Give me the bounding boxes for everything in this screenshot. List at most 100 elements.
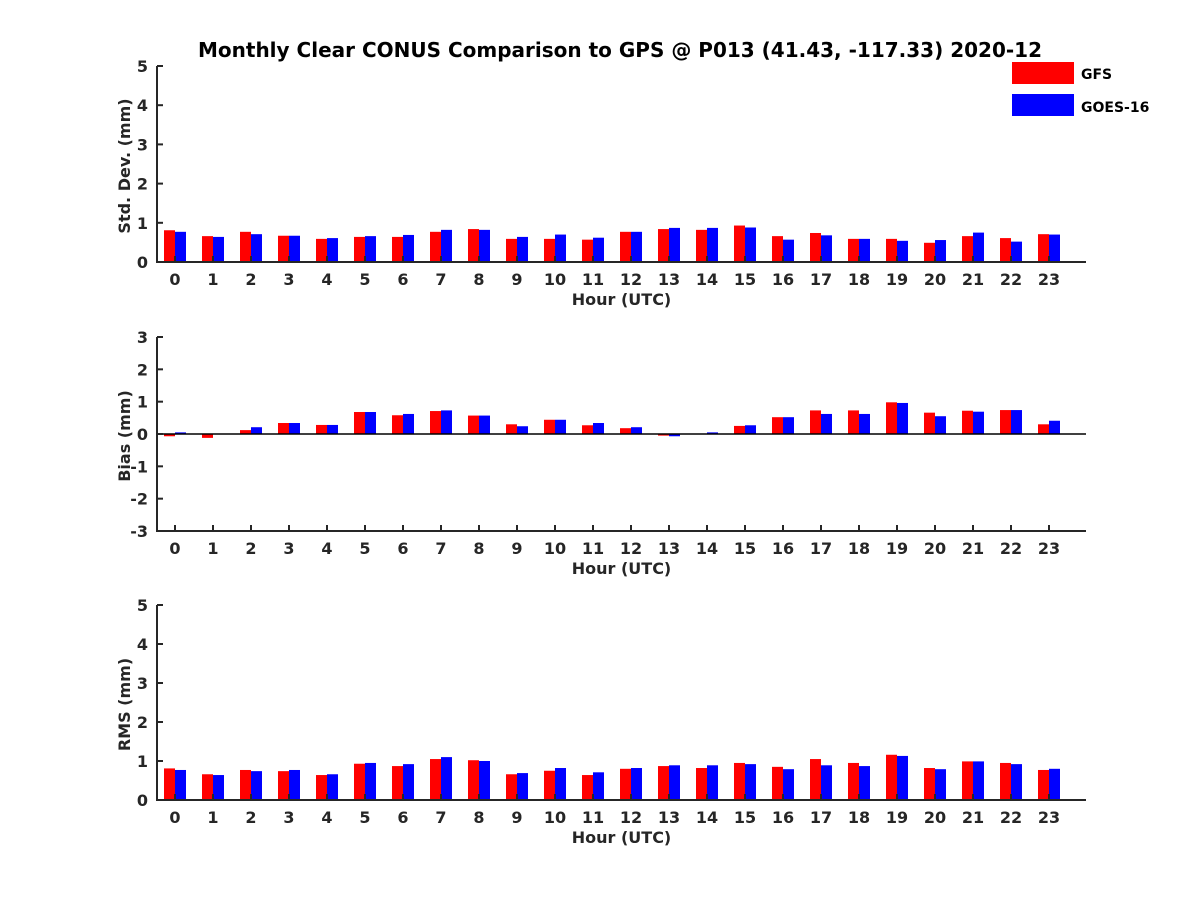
std-dev-xtick-label: 5: [359, 270, 370, 289]
std-dev-xtick-label: 23: [1038, 270, 1060, 289]
bias-bar-gfs-8: [468, 415, 479, 434]
bias-bar-gfs-10: [544, 419, 555, 434]
bias-bar-goes16-17: [821, 413, 832, 434]
std-dev-bar-gfs-23: [1038, 234, 1049, 262]
bias-ytick-label: 0: [137, 425, 148, 444]
bias-bar-gfs-15: [734, 425, 745, 434]
std-dev-bar-gfs-2: [240, 231, 251, 262]
bias-xtick-label: 2: [245, 539, 256, 558]
bias-bar-goes16-23: [1049, 420, 1060, 434]
rms-xtick-label: 10: [544, 808, 566, 827]
rms-bar-gfs-9: [506, 774, 517, 800]
std-dev-bar-goes16-22: [1011, 241, 1022, 262]
rms-xtick-label: 14: [696, 808, 718, 827]
rms-xtick-label: 18: [848, 808, 870, 827]
std-dev-xtick-label: 2: [245, 270, 256, 289]
std-dev-bar-gfs-10: [544, 238, 555, 262]
std-dev-bar-gfs-14: [696, 229, 707, 262]
rms-bar-gfs-19: [886, 754, 897, 800]
std-dev-bar-goes16-2: [251, 234, 262, 262]
std-dev-bar-goes16-12: [631, 231, 642, 262]
std-dev-xtick-label: 13: [658, 270, 680, 289]
rms-bar-gfs-6: [392, 766, 403, 800]
bias-xtick-label: 18: [848, 539, 870, 558]
std-dev-bar-goes16-20: [935, 240, 946, 262]
std-dev-ytick-label: 3: [137, 135, 148, 154]
std-dev-bar-goes16-7: [441, 229, 452, 262]
rms-xtick-label: 22: [1000, 808, 1022, 827]
std-dev-bar-gfs-17: [810, 232, 821, 262]
rms-xtick-label: 21: [962, 808, 984, 827]
rms-xtick-label: 4: [321, 808, 332, 827]
bias-xtick-label: 3: [283, 539, 294, 558]
std-dev-bar-goes16-13: [669, 227, 680, 262]
bias-xtick-label: 8: [473, 539, 484, 558]
bias-bar-gfs-1: [202, 434, 213, 438]
rms-bar-goes16-8: [479, 761, 490, 800]
bias-xtick-label: 0: [169, 539, 180, 558]
std-dev-xtick-label: 6: [397, 270, 408, 289]
std-dev-xtick-label: 19: [886, 270, 908, 289]
rms-bar-gfs-16: [772, 766, 783, 800]
rms-bar-gfs-18: [848, 762, 859, 800]
std-dev-xtick-label: 7: [435, 270, 446, 289]
std-dev-xtick-label: 11: [582, 270, 604, 289]
rms-bar-goes16-13: [669, 765, 680, 800]
bias-xtick-label: 19: [886, 539, 908, 558]
std-dev-bar-goes16-8: [479, 229, 490, 262]
bias-bar-goes16-18: [859, 413, 870, 434]
bias-bar-gfs-7: [430, 411, 441, 434]
std-dev-bar-goes16-18: [859, 238, 870, 262]
std-dev-bar-gfs-1: [202, 236, 213, 262]
rms-xtick-label: 23: [1038, 808, 1060, 827]
bias-bar-gfs-0: [164, 434, 175, 437]
bias-xtick-label: 5: [359, 539, 370, 558]
bias-xtick-label: 17: [810, 539, 832, 558]
bias-xtick-label: 22: [1000, 539, 1022, 558]
rms-bar-goes16-0: [175, 769, 186, 800]
rms-xtick-label: 0: [169, 808, 180, 827]
rms-bar-gfs-1: [202, 774, 213, 800]
rms-bar-gfs-20: [924, 768, 935, 800]
bias-bar-gfs-21: [962, 410, 973, 434]
bias-xtick-label: 15: [734, 539, 756, 558]
bias-bar-gfs-4: [316, 424, 327, 434]
rms-bar-gfs-14: [696, 768, 707, 800]
rms-yaxis-label: RMS (mm): [115, 658, 134, 751]
bias-bar-goes16-16: [783, 417, 794, 434]
rms-bar-goes16-14: [707, 765, 718, 800]
bias-bar-goes16-20: [935, 416, 946, 434]
rms-bar-goes16-9: [517, 773, 528, 800]
rms-xtick-label: 8: [473, 808, 484, 827]
chart-title: Monthly Clear CONUS Comparison to GPS @ …: [198, 38, 1042, 62]
bias-xtick-label: 21: [962, 539, 984, 558]
bias-bar-goes16-0: [175, 432, 186, 434]
rms-ytick-label: 0: [137, 791, 148, 810]
std-dev-xtick-label: 1: [207, 270, 218, 289]
std-dev-bar-goes16-10: [555, 234, 566, 262]
bias-bar-goes16-22: [1011, 410, 1022, 434]
std-dev-bar-goes16-16: [783, 239, 794, 262]
std-dev-xaxis-label: Hour (UTC): [572, 290, 672, 309]
std-dev-bar-gfs-19: [886, 238, 897, 262]
rms-bar-gfs-21: [962, 761, 973, 800]
std-dev-ytick-label: 4: [137, 96, 148, 115]
std-dev-xtick-label: 0: [169, 270, 180, 289]
bias-ytick-label: -1: [130, 457, 148, 476]
rms-bar-goes16-21: [973, 761, 984, 800]
legend: GFS GOES-16: [1012, 62, 1149, 116]
std-dev-xtick-label: 9: [511, 270, 522, 289]
bias-xtick-label: 16: [772, 539, 794, 558]
bias-xtick-label: 1: [207, 539, 218, 558]
rms-bar-gfs-8: [468, 760, 479, 800]
bias-xtick-label: 9: [511, 539, 522, 558]
std-dev-xtick-label: 16: [772, 270, 794, 289]
rms-xtick-label: 16: [772, 808, 794, 827]
std-dev-bar-goes16-17: [821, 235, 832, 262]
bias-bar-goes16-15: [745, 425, 756, 434]
bias-bar-gfs-22: [1000, 410, 1011, 434]
std-dev-bar-gfs-7: [430, 231, 441, 262]
bias-bar-gfs-3: [278, 423, 289, 434]
